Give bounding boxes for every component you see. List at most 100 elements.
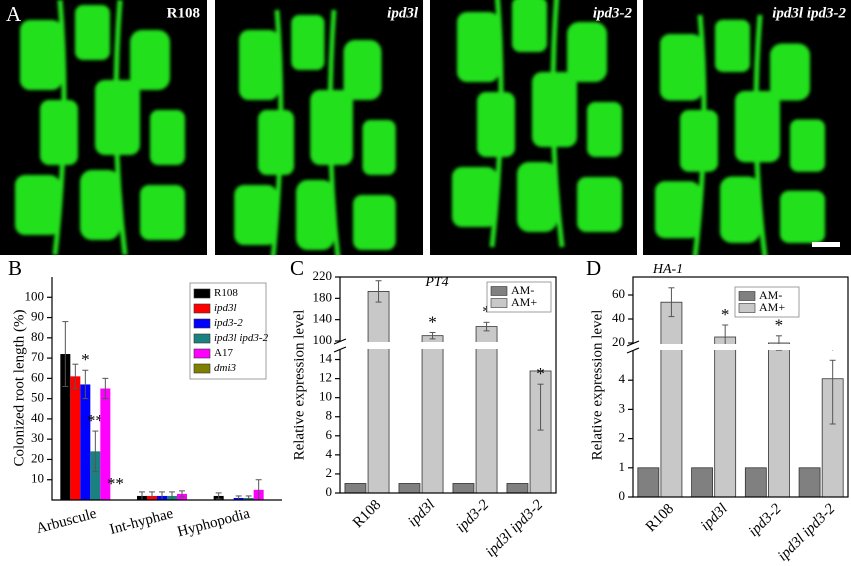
y-tick-label: 50: [31, 390, 44, 405]
legend-label: AM-: [511, 283, 534, 297]
y-tick-label: 10: [31, 471, 44, 486]
break-mark: [626, 347, 640, 354]
error-bar: [179, 490, 185, 498]
axis-break-gap: [627, 344, 639, 350]
legend-label: AM+: [759, 300, 785, 314]
micrograph-label: ipd3l: [387, 5, 419, 21]
micrograph: [643, 0, 851, 255]
legend-label: R108: [214, 287, 238, 299]
significance-mark: *: [428, 312, 437, 331]
panel-letter: A: [6, 2, 22, 26]
legend-label: AM+: [511, 295, 537, 309]
bar: [398, 483, 421, 494]
error-bar: [429, 331, 436, 340]
y-tick-label: 220: [313, 268, 333, 283]
micrograph: [215, 0, 423, 255]
micrograph: [0, 0, 207, 255]
bar: [367, 290, 390, 494]
micrograph-label: ipd3l ipd3-2: [772, 5, 846, 21]
y-tick-label: 60: [612, 286, 625, 301]
plot-frame: [632, 276, 849, 498]
significance-mark: **: [87, 411, 104, 430]
significance-mark: *: [81, 350, 90, 369]
y-tick-label: 2: [619, 430, 626, 445]
bar: [475, 326, 498, 494]
panel-letter: B: [8, 256, 22, 280]
x-tick-label: ipd3-2: [746, 501, 785, 540]
bar: [80, 384, 91, 500]
error-bar: [483, 321, 490, 332]
break-mark: [626, 340, 640, 347]
significance-mark: *: [482, 302, 491, 321]
y-tick-label: 140: [313, 311, 333, 326]
legend-label: dmi3: [214, 362, 237, 374]
y-tick-label: 40: [612, 310, 625, 325]
scale-bar: [812, 242, 840, 247]
y-tick-label: 60: [31, 369, 44, 384]
y-tick-label: 40: [31, 410, 44, 425]
y-tick-label: 1: [619, 459, 626, 474]
legend-swatch: [490, 286, 508, 296]
chart-title: PT4: [424, 275, 448, 290]
y-axis-label: Relative expression level: [291, 310, 307, 461]
y-tick-label: 0: [326, 484, 333, 499]
x-tick-label: ipd3l ipd3-2: [483, 497, 547, 561]
panel-letter: C: [290, 256, 304, 280]
micrograph-label: ipd3-2: [593, 5, 633, 21]
y-tick-label: 100: [25, 288, 45, 303]
micrograph-label: R108: [167, 5, 200, 21]
bar: [452, 483, 475, 494]
significance-mark: **: [107, 474, 124, 493]
bar: [100, 388, 111, 500]
x-tick-label: ipd3-2: [453, 497, 492, 536]
bar: [506, 483, 529, 494]
y-tick-label: 14: [319, 351, 333, 366]
legend-box: [189, 282, 267, 380]
y-tick-label: 70: [31, 349, 44, 364]
error-bar: [92, 430, 99, 473]
y-tick-label: 0: [619, 488, 626, 503]
significance-mark: *: [536, 364, 545, 383]
x-tick-label: ipd3l ipd3-2: [775, 501, 839, 565]
error-bar: [829, 359, 836, 425]
error-bar: [537, 383, 544, 431]
bar: [691, 467, 713, 498]
bar: [60, 354, 71, 500]
x-tick-label: R108: [643, 501, 677, 535]
y-tick-label: 3: [619, 400, 626, 415]
error-bar: [668, 287, 675, 318]
y-tick-label: 90: [31, 309, 44, 324]
bar: [660, 301, 683, 498]
x-tick-label: ipd3l: [405, 497, 438, 530]
legend-label: ipd3l ipd3-2: [214, 332, 269, 344]
axis-break-gap: [334, 342, 346, 349]
axis-break: [339, 342, 557, 349]
error-bar: [62, 321, 69, 387]
y-tick-label: 10: [319, 389, 332, 404]
y-tick-label: 6: [326, 427, 333, 442]
chart: D Relative expression level HA-1 0 1 2 3 4 20 40 6…: [586, 256, 849, 565]
y-tick-label: 20: [31, 450, 44, 465]
legend-swatch: [193, 363, 211, 374]
error-bar: [72, 363, 79, 389]
y-tick-label: 12: [319, 370, 332, 385]
micrograph: [430, 0, 637, 255]
bar: [744, 467, 767, 498]
chart: C Relative expression level PT4 0 2 4 6 8 10 12 14…: [290, 256, 557, 561]
break-mark: [333, 346, 347, 353]
y-tick-label: 2: [326, 465, 333, 480]
break-mark: [333, 338, 347, 345]
axes: [51, 277, 282, 501]
legend-label: ipd3l: [214, 302, 237, 314]
y-tick-label: 180: [313, 289, 333, 304]
legend-swatch: [193, 318, 211, 329]
x-tick-label: Int-hyphae: [108, 506, 175, 538]
chart-title: HA-1: [652, 262, 683, 277]
y-tick-label: 4: [619, 371, 626, 386]
plot-frame: [339, 276, 557, 494]
error-bar: [102, 377, 109, 400]
chart: B Colonized root length (%) 10 20 30 40 50 60 70…: [8, 256, 282, 540]
y-tick-label: 100: [313, 332, 333, 347]
legend-swatch: [193, 303, 211, 314]
legend-swatch: [490, 298, 508, 308]
